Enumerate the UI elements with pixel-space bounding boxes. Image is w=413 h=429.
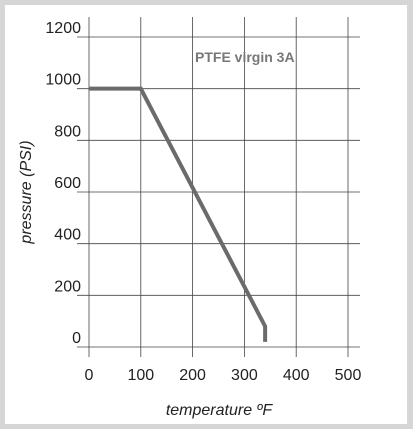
x-axis-label: temperature ºF bbox=[166, 402, 274, 419]
y-tick-label: 600 bbox=[54, 175, 81, 192]
series-line bbox=[89, 86, 268, 342]
y-tick-label: 400 bbox=[54, 227, 81, 244]
grid bbox=[77, 17, 360, 357]
y-tick-label: 800 bbox=[54, 123, 81, 140]
y-axis-label: pressure (PSI) bbox=[18, 140, 35, 244]
x-tick-label: 500 bbox=[335, 367, 362, 384]
x-tick-labels: 0 100 200 300 400 500 bbox=[85, 367, 362, 384]
y-tick-label: 0 bbox=[72, 330, 81, 347]
y-tick-labels: 0 200 400 600 800 1000 1200 bbox=[45, 20, 81, 347]
y-tick-label: 1200 bbox=[45, 20, 81, 37]
material-annotation: PTFE virgin 3A bbox=[195, 49, 295, 65]
x-tick-label: 200 bbox=[179, 367, 206, 384]
series-lines bbox=[89, 86, 268, 342]
x-tick-label: 400 bbox=[283, 367, 310, 384]
x-tick-label: 0 bbox=[85, 367, 94, 384]
y-tick-label: 1000 bbox=[45, 72, 81, 89]
y-tick-label: 200 bbox=[54, 278, 81, 295]
x-tick-label: 300 bbox=[231, 367, 258, 384]
x-tick-label: 100 bbox=[127, 367, 154, 384]
